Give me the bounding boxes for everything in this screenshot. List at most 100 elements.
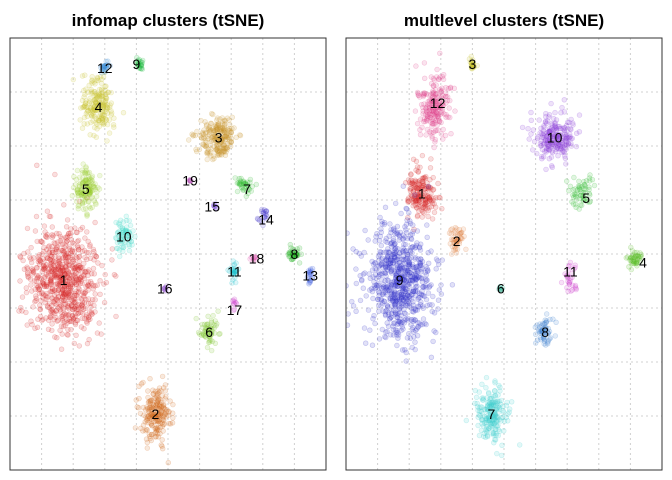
- data-point: [81, 294, 87, 300]
- data-point: [48, 279, 54, 285]
- data-point: [83, 86, 89, 92]
- data-point: [400, 326, 406, 332]
- data-point: [203, 325, 209, 331]
- data-point: [430, 338, 436, 345]
- data-point: [224, 145, 230, 151]
- data-point: [40, 292, 47, 298]
- data-point: [160, 446, 166, 452]
- data-point: [59, 313, 66, 319]
- data-point: [215, 121, 221, 127]
- data-point: [75, 237, 82, 244]
- data-point: [59, 293, 66, 300]
- data-point: [79, 170, 86, 176]
- data-point: [74, 238, 81, 245]
- data-point: [216, 331, 222, 337]
- data-point: [154, 425, 161, 432]
- data-point: [76, 263, 83, 269]
- cluster-label-7: 7: [243, 181, 251, 197]
- data-point: [226, 139, 233, 145]
- data-point: [294, 246, 300, 252]
- data-point: [138, 62, 144, 69]
- data-point: [90, 283, 96, 289]
- data-point: [213, 135, 219, 141]
- data-point: [360, 285, 366, 291]
- data-point: [75, 304, 82, 311]
- data-point: [97, 291, 103, 297]
- data-point: [47, 308, 54, 314]
- data-point: [92, 81, 98, 87]
- data-point: [111, 115, 117, 121]
- data-point: [84, 104, 91, 110]
- data-point: [434, 66, 440, 73]
- data-point: [81, 193, 88, 200]
- data-point: [135, 61, 142, 67]
- data-point: [69, 278, 76, 284]
- data-point: [58, 277, 64, 283]
- data-point: [136, 395, 142, 402]
- data-point: [201, 321, 208, 327]
- data-point: [378, 272, 384, 278]
- data-point: [552, 333, 558, 339]
- data-point: [29, 288, 35, 294]
- data-point: [91, 89, 98, 95]
- data-point: [288, 256, 295, 262]
- data-point: [65, 332, 71, 338]
- data-point: [84, 256, 90, 262]
- data-point: [210, 137, 217, 144]
- data-point: [499, 442, 505, 448]
- data-point: [156, 417, 163, 423]
- data-point: [93, 96, 99, 102]
- data-point: [215, 144, 221, 151]
- data-point: [49, 232, 55, 238]
- data-point: [205, 146, 212, 152]
- data-point: [91, 97, 98, 103]
- data-point: [394, 245, 401, 252]
- data-point: [48, 277, 54, 283]
- cluster-label-11: 11: [227, 263, 242, 279]
- cluster-10-points: [112, 213, 138, 260]
- data-point: [194, 128, 200, 135]
- data-point: [46, 213, 53, 220]
- data-point: [43, 262, 50, 268]
- data-point: [72, 305, 78, 311]
- data-point: [49, 269, 55, 275]
- data-point: [289, 249, 295, 256]
- data-point: [71, 305, 78, 312]
- data-point: [34, 238, 40, 245]
- data-point: [64, 270, 70, 276]
- data-point: [41, 283, 48, 290]
- data-point: [132, 425, 139, 431]
- data-point: [63, 267, 69, 273]
- data-point: [99, 93, 106, 100]
- data-point: [48, 280, 54, 286]
- data-point: [85, 179, 91, 186]
- data-point: [87, 132, 93, 138]
- data-point: [137, 58, 143, 65]
- data-point: [75, 245, 81, 251]
- data-point: [159, 437, 165, 443]
- data-point: [79, 125, 86, 131]
- data-point: [82, 269, 89, 275]
- data-point: [163, 408, 170, 415]
- data-point: [412, 346, 418, 353]
- data-point: [541, 124, 547, 131]
- data-point: [414, 213, 421, 220]
- data-point: [294, 252, 301, 259]
- data-point: [415, 169, 422, 175]
- data-point: [223, 149, 229, 155]
- data-point: [109, 246, 116, 252]
- data-point: [53, 266, 59, 273]
- data-point: [214, 126, 220, 133]
- data-point: [374, 231, 380, 237]
- data-point: [64, 311, 70, 318]
- data-point: [63, 290, 70, 296]
- data-point: [404, 206, 410, 212]
- data-point: [204, 322, 210, 328]
- data-point: [206, 151, 212, 157]
- data-point: [166, 408, 172, 415]
- data-point: [146, 415, 153, 421]
- data-point: [16, 308, 22, 314]
- data-point: [87, 278, 94, 285]
- data-point: [70, 258, 77, 264]
- data-point: [62, 234, 69, 241]
